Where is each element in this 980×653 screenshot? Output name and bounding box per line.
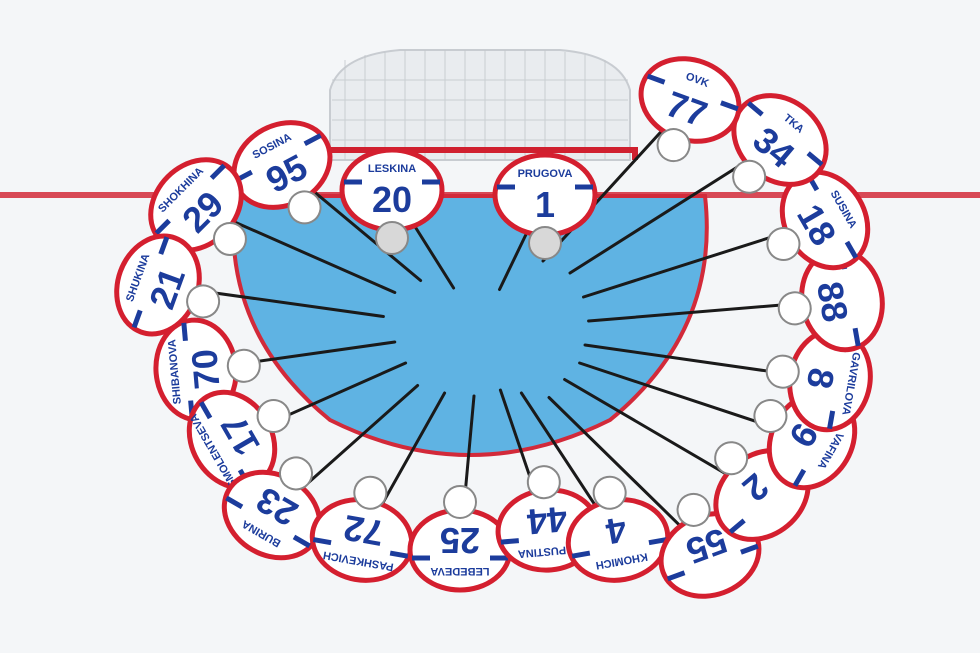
player-number: 88 xyxy=(809,278,856,325)
player-name: PRUGOVA xyxy=(518,168,573,180)
hockey-stick xyxy=(541,124,668,263)
player-ring: LESKINA 20 PRUGOVA 1 SOSINA95SHOKHINA29SHUKI… xyxy=(114,56,885,599)
helmet xyxy=(656,128,691,163)
shoulder-stripe xyxy=(312,537,409,559)
helmet xyxy=(353,475,388,510)
hockey-stick xyxy=(191,288,385,318)
shoulder-stripe xyxy=(571,537,668,559)
helmet xyxy=(212,221,247,256)
hockey-stick xyxy=(498,225,532,291)
helmet xyxy=(777,291,812,326)
shoulder-stripe xyxy=(154,163,227,236)
shoulder-stripe xyxy=(225,495,311,549)
helmet xyxy=(375,221,409,255)
helmet xyxy=(256,399,291,433)
helmet xyxy=(714,441,749,476)
hockey-stick xyxy=(547,396,687,533)
hockey-stick xyxy=(563,378,734,479)
player-name: LESKINA xyxy=(368,163,416,175)
helmet xyxy=(287,190,322,225)
player-number: 72 xyxy=(340,507,387,554)
hockey-stick xyxy=(409,218,456,290)
helmet xyxy=(592,475,627,510)
helmet xyxy=(732,159,767,194)
hockey-stick xyxy=(582,229,794,299)
goal-net xyxy=(322,49,638,161)
hockey-stick xyxy=(587,301,809,323)
shoulder-stripe xyxy=(131,236,170,329)
player-number: 44 xyxy=(525,498,568,542)
helmet xyxy=(676,492,711,527)
player-number: 20 xyxy=(372,179,412,220)
helmet xyxy=(443,485,477,519)
hockey-stick xyxy=(583,343,797,377)
helmet xyxy=(279,456,313,491)
hockey-stick xyxy=(568,157,752,275)
helmet xyxy=(528,226,562,260)
player-number: 70 xyxy=(183,347,227,390)
shoulder-stripe xyxy=(746,101,824,167)
hockey-stick xyxy=(226,217,397,294)
helmet xyxy=(186,284,221,319)
helmet xyxy=(766,227,801,261)
shoulder-stripe xyxy=(646,73,739,112)
hockey-stick xyxy=(519,391,601,513)
hockey-stick xyxy=(377,391,447,511)
shoulder-stripe xyxy=(666,543,759,582)
hockey-stick xyxy=(578,361,781,431)
player: LESKINA 20 xyxy=(339,147,445,255)
player-number: 25 xyxy=(440,520,480,561)
player-name: SHIBANOVA xyxy=(166,339,184,405)
player-name: LEBEDEVA xyxy=(430,565,489,577)
hockey-stick xyxy=(307,185,423,282)
helmet xyxy=(526,465,561,500)
hockey-stick xyxy=(296,384,420,494)
player: LEBEDEVA 25 xyxy=(407,485,513,593)
player-number: 1 xyxy=(535,184,555,225)
helmet xyxy=(765,354,800,389)
helmet xyxy=(226,348,261,383)
helmet xyxy=(753,399,788,433)
player: PRUGOVA 1 xyxy=(492,152,598,260)
